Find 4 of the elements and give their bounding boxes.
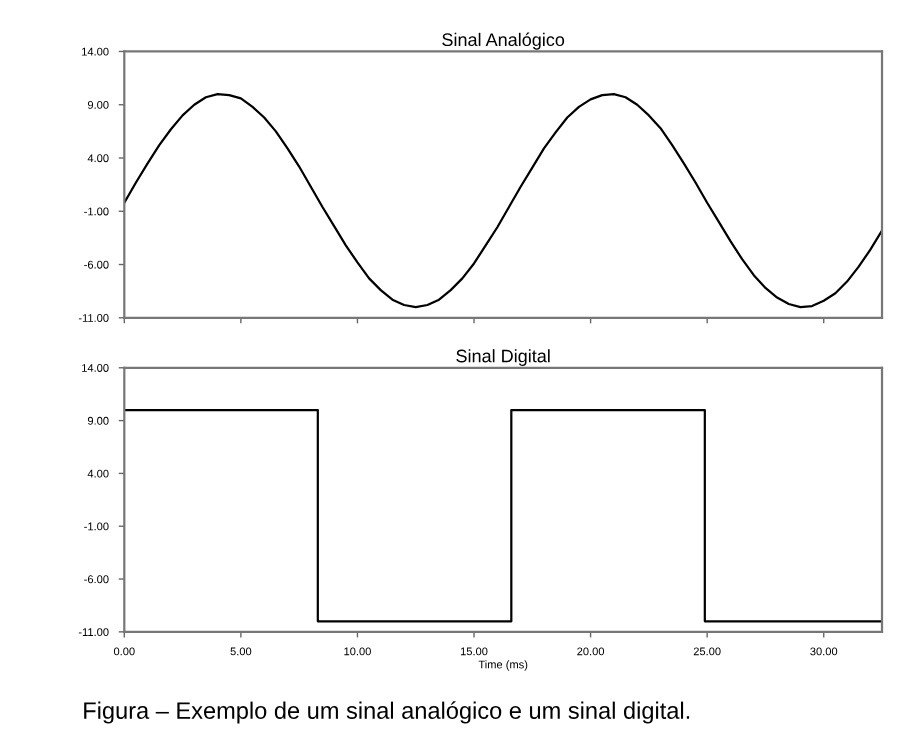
text: Figura – Exemplo de um sinal analógico e um sinal digital. xyxy=(84,701,690,724)
chart-title: Sinal Digital xyxy=(456,349,550,366)
line-series xyxy=(124,92,883,309)
chart-title: Sinal Analógico xyxy=(442,32,565,50)
